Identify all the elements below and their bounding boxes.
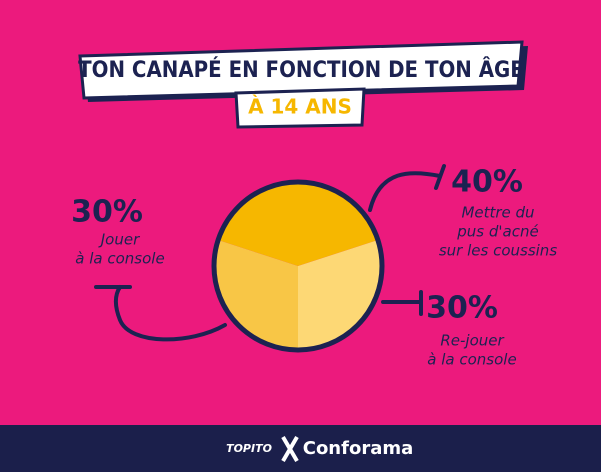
pie-slice [298,240,382,350]
slice-label: pus d'acné [456,223,538,241]
slice-label: Re-jouer [440,332,504,350]
footer-brand: Conforama [303,438,414,459]
connector-end [434,164,446,190]
footer-bar [0,425,601,472]
connector [113,285,227,342]
footer-brand: TOPITO [226,442,272,455]
chart-title: TON CANAPÉ EN FONCTION DE TON ÂGE [78,57,524,83]
footer-x-logo [281,435,299,463]
connector [368,171,442,212]
value-label: 30% [71,195,143,230]
pie-slice [218,182,378,266]
slice-label: à la console [427,351,516,369]
value-label: 30% [426,291,498,326]
slice-label: Jouer [98,231,140,249]
slice-label: à la console [75,250,164,268]
title-box [78,40,524,100]
slice-label: sur les coussins [439,242,557,260]
subtitle-box [234,87,366,129]
chart-subtitle: À 14 ANS [248,95,352,119]
pie-outline [211,179,385,353]
slice-label: Mettre du [461,204,534,222]
value-label: 40% [451,165,523,200]
pie-slice [214,240,298,350]
